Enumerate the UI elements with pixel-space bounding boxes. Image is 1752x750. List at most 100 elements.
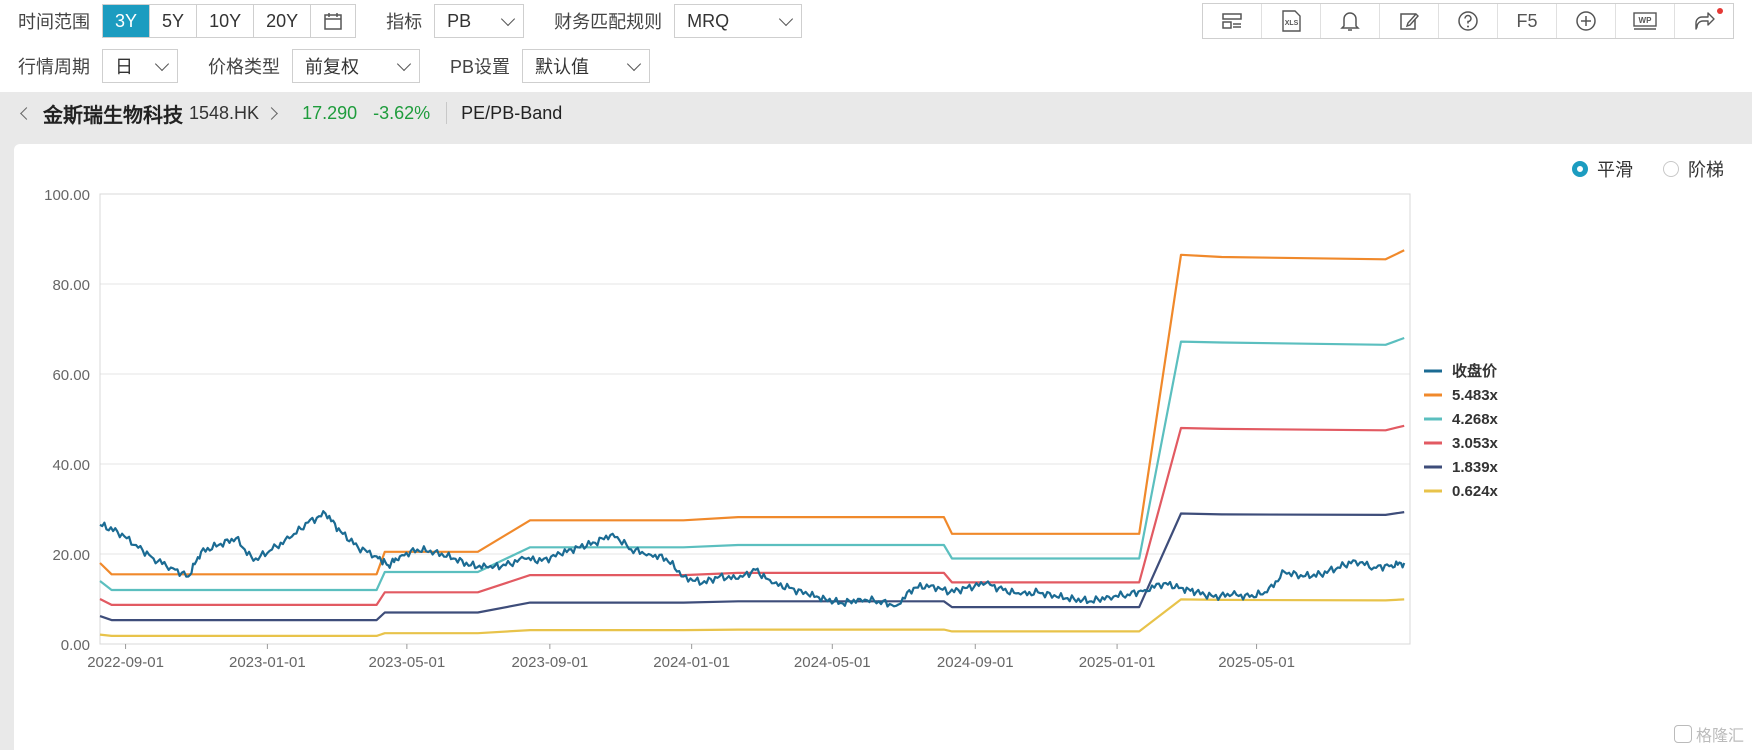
stock-code: 1548.HK [189,102,260,123]
series-lines [99,249,1406,637]
mode-step-label: 阶梯 [1688,160,1724,180]
price-type-dropdown[interactable]: 前复权 [292,49,420,83]
legend-label: 4.268x [1452,411,1499,428]
stock-price: 17.290 [302,102,358,123]
next-stock-icon[interactable] [265,106,278,120]
y-tick-label: 100.00 [44,187,90,204]
stock-bar: 金斯瑞生物科技 1548.HK 17.290 -3.62% PE/PB-Band [0,92,1752,134]
legend-label: 5.483x [1452,387,1499,404]
pb-setting-dropdown[interactable]: 默认值 [522,49,651,83]
indicator-dropdown[interactable]: PB [434,4,525,38]
range-20y-button[interactable]: 20Y [254,5,312,37]
rule-label: 财务匹配规则 [554,12,663,32]
toolbar-icons: XLS F5 WP [1202,3,1734,39]
indicator-value: PB [447,10,472,31]
x-tick-label: 2023-01-01 [229,654,306,671]
x-tick-label: 2024-05-01 [794,654,871,671]
layout-button[interactable] [1203,4,1262,38]
series-line-3.053x [99,424,1405,606]
plot-frame [99,193,1411,645]
time-range-selector: 3Y 5Y 10Y 20Y [102,4,357,38]
x-tick-label: 2023-09-01 [511,654,588,671]
series-line-收盘价 [99,510,1406,608]
time-range-label: 时间范围 [18,12,90,32]
legend-label: 3.053x [1452,435,1499,452]
pb-band-chart: 0.00 20.00 40.00 60.00 80.00 100.00 2022-09-0… [44,187,1499,671]
layout-icon [1222,13,1242,29]
radio-unselected-icon [1663,161,1679,177]
toolbar: 时间范围 3Y 5Y 10Y 20Y 指标 PB 财务匹配规则 MRQ 行情周期… [0,0,1752,92]
export-xls-button[interactable]: XLS [1262,4,1321,38]
chart-grid [100,193,1410,645]
toolbar-row-2: 行情周期 日 价格类型 前复权 PB设置 默认值 [0,48,651,84]
period-label: 行情周期 [18,57,90,77]
chevron-down-icon [626,56,642,71]
legend-label: 1.839x [1452,459,1499,476]
series-line-1.839x [99,511,1405,622]
y-tick-label: 0.00 [61,637,90,654]
chart-title: PE/PB-Band [461,102,563,123]
divider [446,102,448,124]
series-line-4.268x [99,336,1405,592]
calendar-button[interactable] [311,5,355,37]
range-5y-button[interactable]: 5Y [150,5,198,37]
y-axis-ticks: 0.00 20.00 40.00 60.00 80.00 100.00 [44,187,90,654]
y-tick-label: 20.00 [52,547,90,564]
share-button[interactable] [1675,4,1733,38]
stock-name: 金斯瑞生物科技 [43,104,183,127]
alert-button[interactable] [1321,4,1380,38]
rule-dropdown[interactable]: MRQ [674,4,803,38]
y-tick-label: 40.00 [52,457,90,474]
notification-dot [1717,8,1723,14]
help-button[interactable] [1439,4,1498,38]
wps-button[interactable]: WP [1616,4,1675,38]
mode-smooth-label: 平滑 [1597,160,1633,180]
prev-stock-icon[interactable] [20,106,33,120]
watermark-text: 格隆汇 [1695,728,1744,745]
add-circle-icon [1576,11,1596,31]
pb-setting-label: PB设置 [450,57,511,77]
wps-icon: WP [1633,12,1657,30]
add-button[interactable] [1557,4,1616,38]
period-value: 日 [115,57,133,77]
svg-text:XLS: XLS [1285,20,1299,27]
chevron-down-icon [154,56,170,71]
range-10y-button[interactable]: 10Y [197,5,255,37]
f5-refresh-button[interactable]: F5 [1498,4,1557,38]
y-tick-label: 60.00 [52,367,90,384]
chevron-down-icon [779,11,794,26]
xls-export-icon: XLS [1282,10,1301,32]
pb-setting-value: 默认值 [535,57,590,77]
watermark-logo-icon [1673,725,1692,743]
series-line-5.483x [99,249,1405,576]
period-dropdown[interactable]: 日 [102,49,178,83]
toolbar-row-1: 时间范围 3Y 5Y 10Y 20Y 指标 PB 财务匹配规则 MRQ [0,3,803,39]
x-tick-label: 2025-05-01 [1218,654,1295,671]
mode-step-radio[interactable]: 阶梯 [1663,156,1724,182]
series-line-0.624x [99,598,1405,637]
x-tick-label: 2022-09-01 [87,654,164,671]
indicator-label: 指标 [386,12,423,32]
x-tick-label: 2024-09-01 [937,654,1014,671]
price-type-value: 前复权 [305,57,359,77]
mode-smooth-radio[interactable]: 平滑 [1572,156,1633,182]
range-3y-button[interactable]: 3Y [103,5,151,37]
calendar-icon [324,13,342,30]
x-tick-label: 2025-01-01 [1079,654,1156,671]
chart-panel: 平滑 阶梯 0.00 20.00 40.00 60.00 80.00 100.00 202… [14,144,1752,750]
chevron-down-icon [501,11,516,26]
svg-text:WP: WP [1639,16,1653,25]
stock-change: -3.62% [373,102,431,123]
radio-selected-icon [1572,161,1588,177]
share-icon [1695,12,1715,30]
display-mode-selector: 平滑 阶梯 [1542,156,1724,182]
rule-value: MRQ [687,10,730,31]
edit-button[interactable] [1380,4,1439,38]
chart-legend: 收盘价 5.483x 4.268x 3.053x 1.839x 0.624x [1424,362,1499,500]
x-tick-label: 2023-05-01 [369,654,446,671]
x-axis-ticks: 2022-09-01 2023-01-01 2023-05-01 2023-09-01… [87,644,1295,671]
edit-icon [1400,12,1419,30]
bell-icon [1340,12,1360,31]
legend-label: 收盘价 [1452,362,1498,380]
x-tick-label: 2024-01-01 [653,654,730,671]
